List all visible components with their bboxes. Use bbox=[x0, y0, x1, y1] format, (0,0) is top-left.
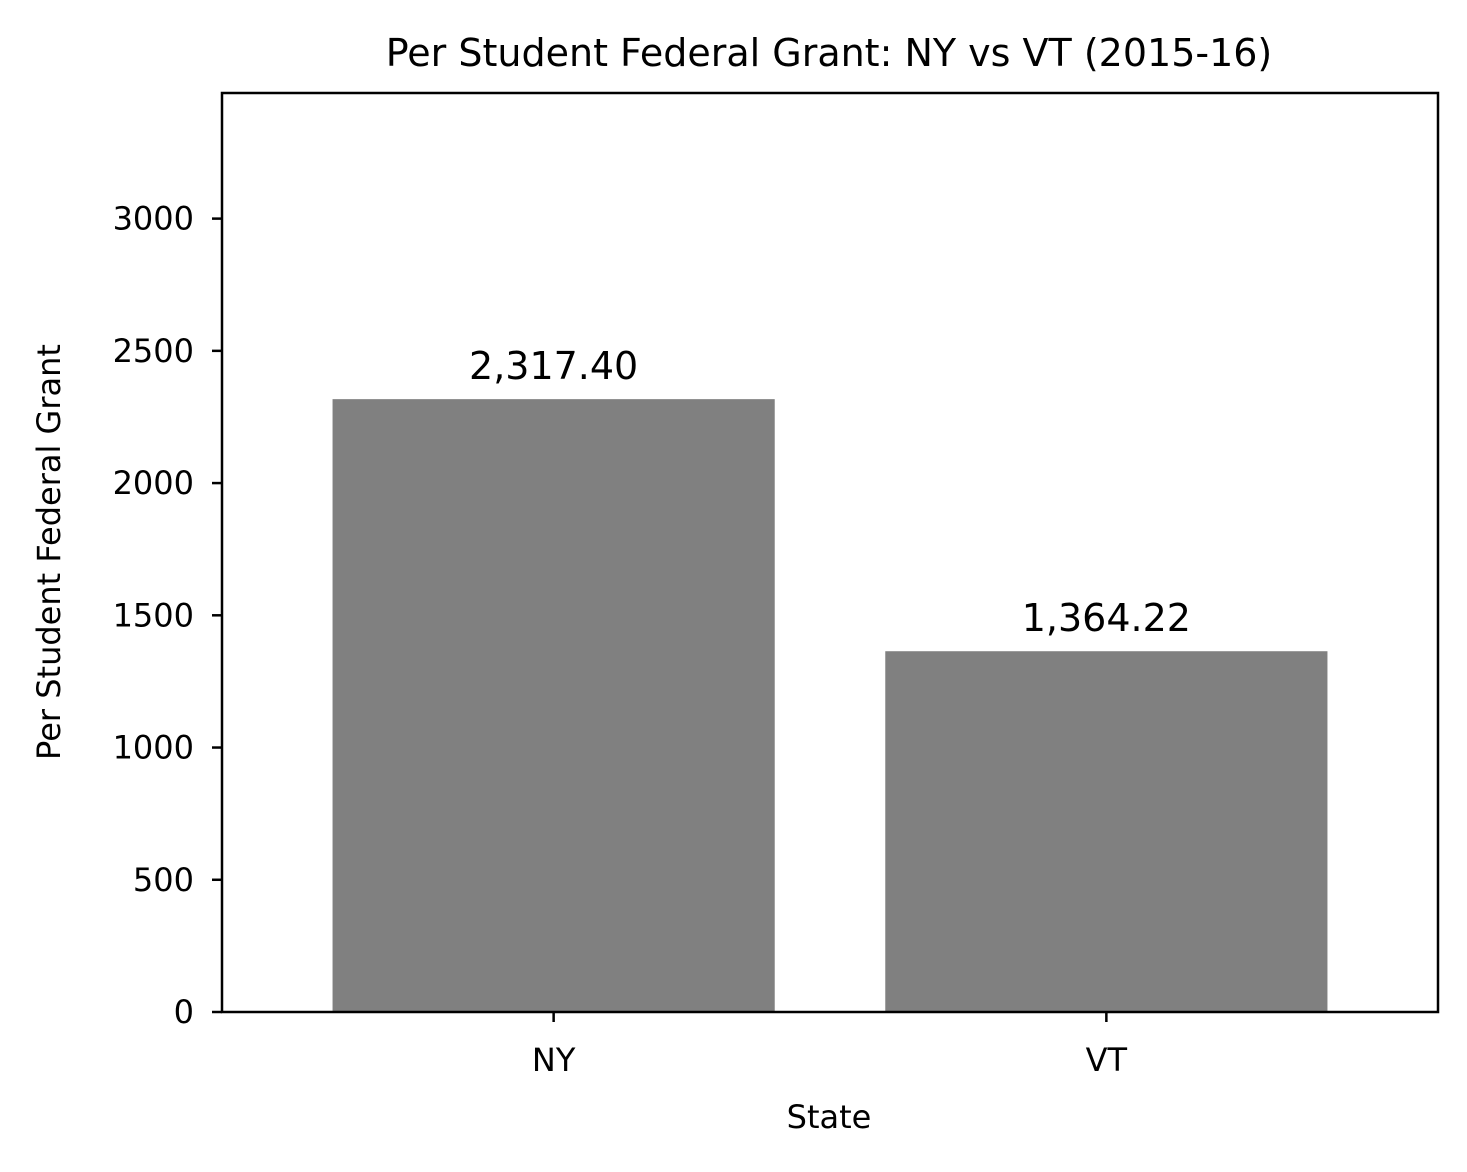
data-label-ny: 2,317.40 bbox=[469, 344, 638, 388]
plot-frame bbox=[220, 91, 1440, 1014]
y-tick-label: 0 bbox=[174, 993, 194, 1031]
y-tick-label: 2000 bbox=[113, 464, 194, 502]
bars-layer bbox=[332, 399, 1328, 1012]
y-tick-label: 3000 bbox=[113, 200, 194, 238]
data-labels-layer: 2,317.40 1,364.22 bbox=[469, 344, 1191, 640]
bar-vt bbox=[885, 651, 1328, 1012]
x-tick-label-vt: VT bbox=[1086, 1041, 1128, 1079]
y-tick-label: 2500 bbox=[113, 332, 194, 370]
x-axis-ticks: NY VT bbox=[532, 1012, 1128, 1079]
x-axis-label: State bbox=[787, 1098, 872, 1136]
y-tick-label: 1000 bbox=[113, 729, 194, 767]
data-label-vt: 1,364.22 bbox=[1022, 596, 1191, 640]
bar-ny bbox=[332, 399, 775, 1012]
y-tick-label: 500 bbox=[133, 861, 194, 899]
chart-title: Per Student Federal Grant: NY vs VT (201… bbox=[386, 31, 1273, 75]
x-tick-label-ny: NY bbox=[532, 1041, 576, 1079]
y-axis-ticks: 0 500 1000 1500 2000 2500 3000 bbox=[113, 200, 222, 1031]
y-tick-label: 1500 bbox=[113, 596, 194, 634]
y-axis-label: Per Student Federal Grant bbox=[30, 344, 68, 760]
